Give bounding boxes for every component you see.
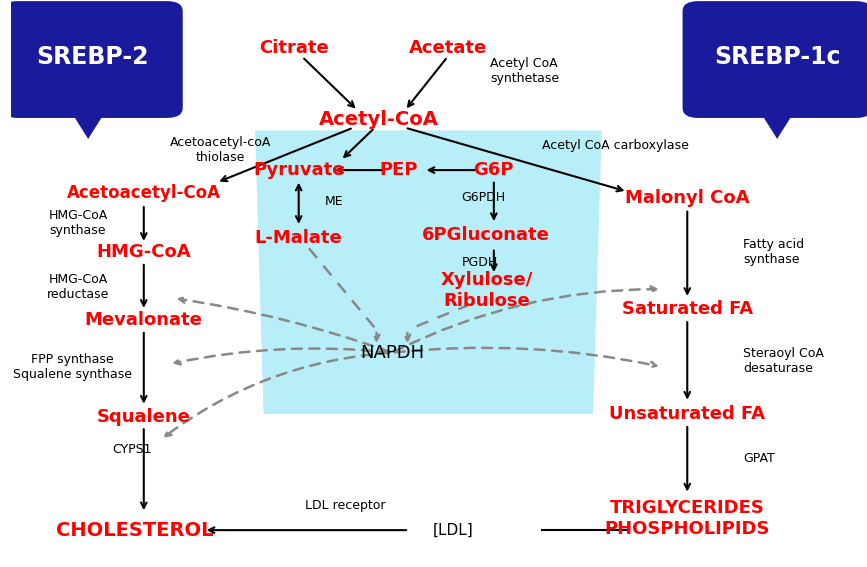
Text: Fatty acid
synthase: Fatty acid synthase: [743, 238, 804, 266]
Text: FPP synthase
Squalene synthase: FPP synthase Squalene synthase: [13, 353, 133, 381]
Text: [LDL]: [LDL]: [434, 523, 474, 538]
Text: PEP: PEP: [380, 161, 418, 179]
Text: SREBP-1c: SREBP-1c: [714, 45, 840, 69]
Text: G6P: G6P: [473, 161, 514, 179]
Text: Citrate: Citrate: [258, 39, 329, 57]
Text: HMG-CoA
reductase: HMG-CoA reductase: [47, 273, 109, 301]
Text: Saturated FA: Saturated FA: [622, 300, 753, 318]
Text: Acetyl CoA
synthetase: Acetyl CoA synthetase: [491, 57, 559, 85]
Text: NAPDH: NAPDH: [360, 344, 424, 362]
Text: CYPS1: CYPS1: [112, 443, 152, 456]
Text: HMG-CoA: HMG-CoA: [96, 243, 191, 261]
FancyBboxPatch shape: [682, 1, 867, 118]
Text: CHOLESTEROL: CHOLESTEROL: [56, 521, 214, 540]
Text: Acetate: Acetate: [408, 39, 486, 57]
Text: Acetoacetyl-coA
thiolase: Acetoacetyl-coA thiolase: [170, 136, 271, 164]
Polygon shape: [255, 130, 602, 414]
Text: Unsaturated FA: Unsaturated FA: [610, 405, 766, 423]
Polygon shape: [756, 105, 799, 139]
Text: Squalene: Squalene: [97, 408, 191, 426]
Text: Acetoacetyl-CoA: Acetoacetyl-CoA: [67, 184, 221, 202]
Text: LDL receptor: LDL receptor: [304, 500, 385, 512]
Text: Xylulose/
Ribulose: Xylulose/ Ribulose: [440, 271, 533, 310]
Text: 6PGluconate: 6PGluconate: [422, 226, 550, 244]
Text: SREBP-2: SREBP-2: [36, 45, 148, 69]
Text: GPAT: GPAT: [743, 452, 774, 464]
Text: Malonyl CoA: Malonyl CoA: [625, 189, 749, 208]
Text: L-Malate: L-Malate: [255, 229, 342, 247]
Text: Pyruvate: Pyruvate: [253, 161, 344, 179]
Text: HMG-CoA
synthase: HMG-CoA synthase: [49, 209, 108, 237]
Text: PGDH: PGDH: [461, 256, 498, 269]
Text: Acetyl-CoA: Acetyl-CoA: [319, 109, 439, 129]
FancyBboxPatch shape: [2, 1, 183, 118]
Text: ME: ME: [325, 195, 344, 208]
Text: Steraoyl CoA
desaturase: Steraoyl CoA desaturase: [743, 347, 824, 375]
Polygon shape: [67, 105, 109, 139]
Text: Acetyl CoA carboxylase: Acetyl CoA carboxylase: [542, 139, 688, 152]
Text: TRIGLYCERIDES
PHOSPHOLIPIDS: TRIGLYCERIDES PHOSPHOLIPIDS: [604, 500, 770, 538]
Text: Mevalonate: Mevalonate: [85, 311, 203, 329]
Text: G6PDH: G6PDH: [461, 191, 505, 204]
